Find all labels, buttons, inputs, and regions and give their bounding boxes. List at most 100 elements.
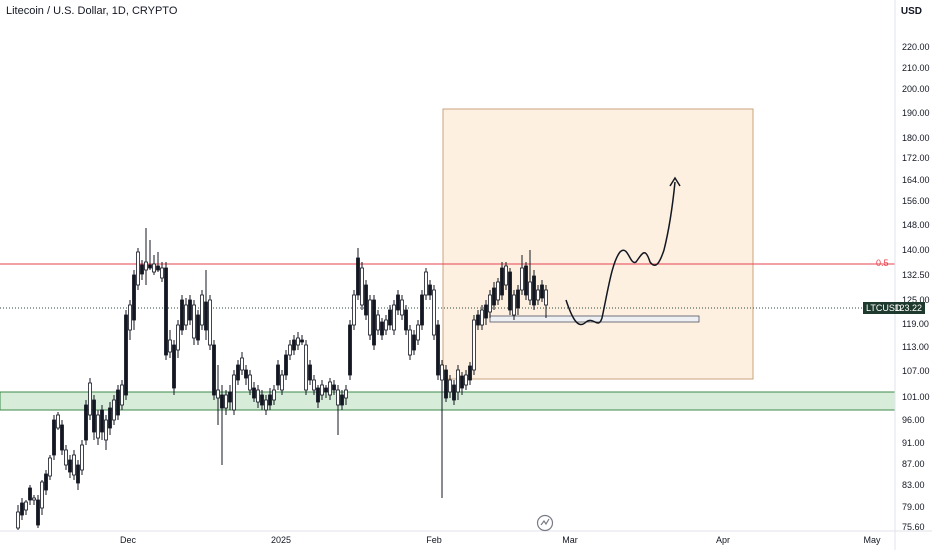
candle-body (20, 502, 24, 516)
candle-body (172, 344, 176, 389)
candle-body (28, 487, 32, 501)
price-tick-label: 91.00 (902, 438, 925, 448)
symbol-title[interactable]: Litecoin / U.S. Dollar, 1D, CRYPTO (6, 5, 178, 17)
candle-body (56, 414, 60, 429)
candle-body (428, 284, 432, 296)
price-tick-label: 75.60 (902, 522, 925, 532)
candle-body (160, 267, 164, 279)
candle-body (196, 314, 200, 341)
price-tick-label: 140.00 (902, 245, 930, 255)
candle-body (372, 299, 376, 346)
candle-body (228, 391, 232, 403)
candle-body (464, 374, 468, 386)
candle-body (484, 304, 488, 319)
candle-body (116, 389, 120, 416)
candle-body (376, 314, 380, 331)
candle-body (536, 289, 540, 301)
candle-body (180, 299, 184, 331)
candle-body (520, 267, 524, 291)
candle-body (408, 329, 412, 356)
time-tick-label: Feb (426, 535, 442, 545)
candle-body (36, 499, 40, 526)
candle-body (152, 263, 156, 273)
last-price-tag: LTCUSD 123.22 (863, 302, 925, 314)
candle-body (16, 511, 20, 529)
candle-body (448, 379, 452, 393)
candle-body (528, 281, 532, 301)
candle-body (112, 399, 116, 421)
candle-body (472, 319, 476, 371)
candle-body (60, 424, 64, 451)
candle-body (252, 387, 256, 399)
candle-body (260, 394, 264, 406)
candle-body (544, 289, 548, 306)
candlestick-series (16, 228, 548, 530)
tradingview-logo-icon[interactable] (536, 514, 554, 532)
candle-body (88, 382, 92, 416)
candle-body (444, 369, 448, 399)
price-axis[interactable]: 220.00 210.00 200.00 190.00 180.00 172.00 164.… (902, 42, 930, 532)
candle-body (332, 384, 336, 391)
time-axis[interactable]: Dec 2025 Feb Mar Apr May (120, 535, 881, 545)
projection-path[interactable] (565, 181, 676, 326)
candle-body (72, 454, 76, 476)
candle-body (316, 387, 320, 403)
candle-body (24, 501, 28, 511)
candle-body (432, 289, 436, 336)
candle-body (148, 264, 152, 269)
price-tick-label: 125.00 (902, 295, 930, 305)
candle-body (348, 324, 352, 376)
price-tick-label: 83.00 (902, 480, 925, 490)
candle-body (500, 267, 504, 296)
candle-body (268, 394, 272, 406)
candle-body (220, 394, 224, 409)
candle-body (336, 389, 340, 406)
candle-body (224, 394, 228, 409)
candle-body (300, 339, 304, 343)
price-tick-label: 220.00 (902, 42, 930, 52)
candle-body (440, 364, 444, 381)
candle-body (352, 294, 356, 326)
candle-body (456, 369, 460, 393)
candle-body (412, 334, 416, 351)
candle-body (32, 497, 36, 501)
candle-body (400, 299, 404, 316)
price-tick-label: 87.00 (902, 459, 925, 469)
candle-body (508, 271, 512, 311)
candle-body (504, 265, 508, 286)
candle-body (208, 299, 212, 346)
candle-body (176, 324, 180, 351)
candle-body (292, 339, 296, 351)
candle-body (156, 265, 160, 271)
candle-body (184, 304, 188, 326)
price-tick-label: 156.00 (902, 196, 930, 206)
candle-body (92, 399, 96, 433)
candle-body (296, 337, 300, 346)
price-tick-label: 148.00 (902, 220, 930, 230)
candle-body (436, 324, 440, 376)
last-price-value: 123.22 (894, 303, 922, 313)
candle-body (164, 267, 168, 356)
currency-label[interactable]: USD (900, 6, 922, 17)
candle-body (384, 319, 388, 331)
candle-body (396, 294, 400, 311)
candle-body (108, 407, 112, 429)
candle-body (496, 281, 500, 301)
candle-body (244, 369, 248, 379)
candle-body (476, 314, 480, 326)
candle-body (420, 294, 424, 326)
target-zone-box[interactable] (442, 108, 754, 380)
candle-body (280, 374, 284, 391)
candle-body (84, 404, 88, 441)
time-tick-label: May (863, 535, 881, 545)
candle-body (344, 389, 348, 399)
candle-body (68, 459, 72, 473)
price-tick-label: 164.00 (902, 175, 930, 185)
candle-body (212, 344, 216, 396)
price-tick-label: 190.00 (902, 108, 930, 118)
price-tick-label: 96.00 (902, 415, 925, 425)
candle-body (236, 364, 240, 381)
candle-body (256, 389, 260, 403)
price-tick-label: 113.00 (902, 342, 929, 352)
